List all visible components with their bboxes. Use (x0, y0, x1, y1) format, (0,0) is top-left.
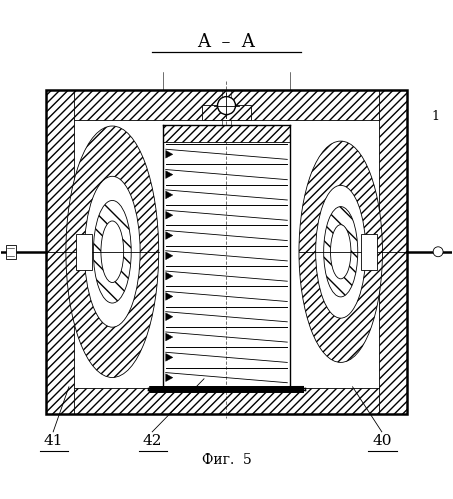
Bar (6, 245, 16, 259)
Bar (164, 125, 289, 142)
Polygon shape (166, 232, 173, 240)
Text: Фиг.  5: Фиг. 5 (202, 453, 251, 467)
Polygon shape (166, 353, 173, 361)
Circle shape (433, 247, 443, 256)
Bar (361, 234, 377, 270)
Text: 41: 41 (43, 434, 63, 448)
Ellipse shape (93, 201, 131, 303)
Bar (46, 90, 407, 414)
Polygon shape (166, 191, 173, 199)
Ellipse shape (101, 221, 124, 282)
Ellipse shape (66, 126, 159, 377)
Bar (46, 90, 407, 120)
Bar (76, 234, 92, 270)
Text: 42: 42 (142, 434, 162, 448)
Polygon shape (166, 150, 173, 158)
Text: 1: 1 (432, 110, 440, 123)
Ellipse shape (324, 207, 358, 297)
Ellipse shape (299, 141, 382, 362)
Text: 40: 40 (372, 434, 391, 448)
Polygon shape (166, 252, 173, 259)
Text: A  –  A: A – A (198, 33, 255, 51)
Polygon shape (166, 292, 173, 300)
Bar (46, 90, 74, 414)
Polygon shape (166, 212, 173, 219)
Polygon shape (166, 272, 173, 280)
Polygon shape (166, 313, 173, 320)
Bar (74, 120, 379, 388)
Ellipse shape (331, 225, 351, 279)
Ellipse shape (84, 176, 140, 327)
Bar (202, 105, 251, 120)
Polygon shape (166, 374, 173, 382)
Polygon shape (166, 171, 173, 179)
Ellipse shape (316, 185, 366, 318)
Polygon shape (166, 333, 173, 341)
Bar (148, 387, 305, 391)
Bar (46, 388, 407, 414)
Circle shape (217, 97, 236, 115)
Bar (379, 90, 407, 414)
